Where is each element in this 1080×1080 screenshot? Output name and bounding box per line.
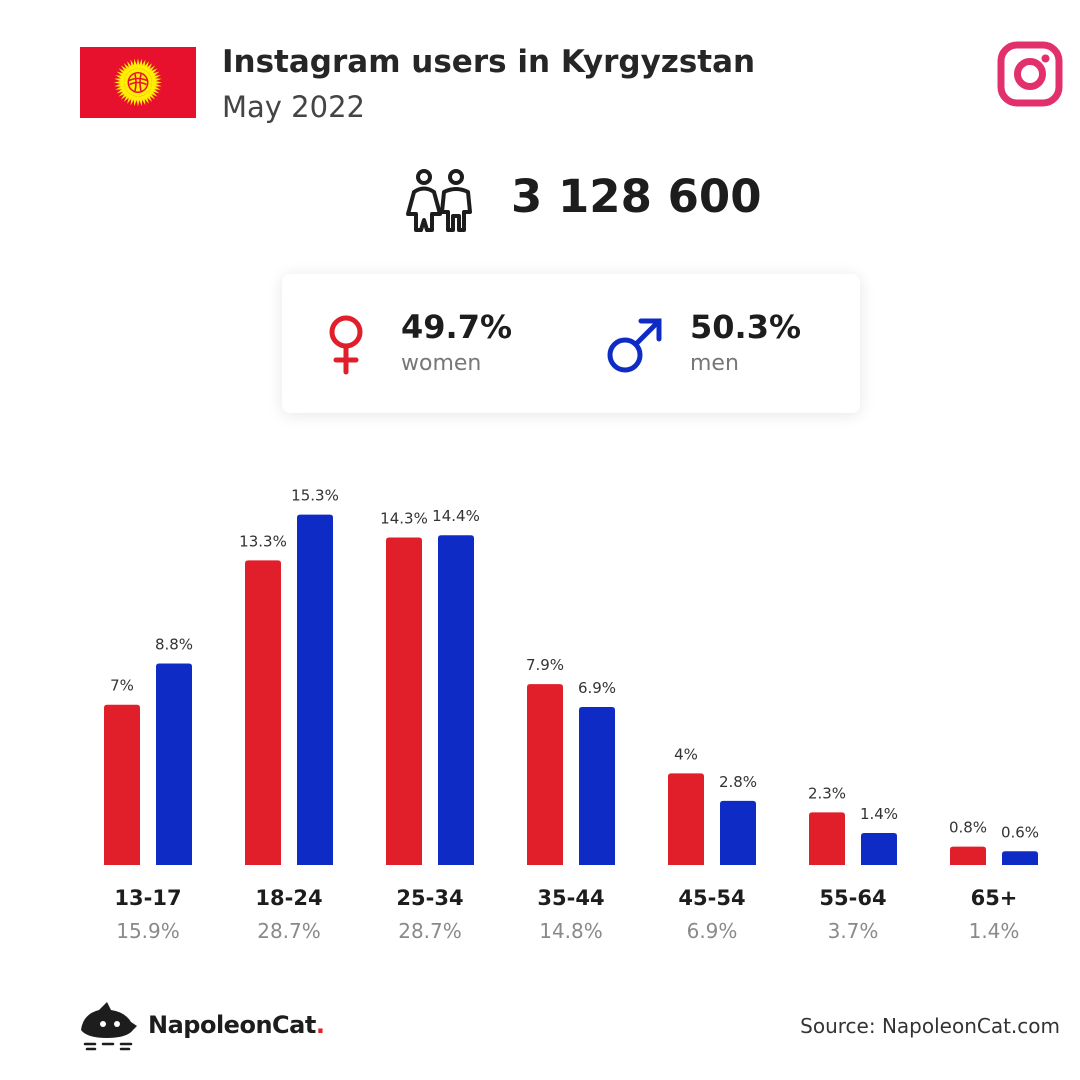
bar-men-25-34 xyxy=(438,535,474,865)
bar-women-45-54 xyxy=(668,773,704,865)
bar-value-label: 8.8% xyxy=(155,635,193,653)
bar-men-18-24 xyxy=(297,514,333,865)
men-percentage: 50.3% xyxy=(690,308,802,346)
bar-value-label: 7% xyxy=(110,677,134,695)
bar-value-label: 0.8% xyxy=(949,819,987,837)
bar-men-65+ xyxy=(1002,851,1038,865)
brand-dot: . xyxy=(315,1011,325,1039)
female-sign-icon xyxy=(329,315,363,375)
people-icon xyxy=(406,169,472,232)
category-label: 18-24 xyxy=(255,886,322,910)
category-label: 45-54 xyxy=(678,886,745,910)
category-label: 25-34 xyxy=(396,886,463,910)
age-gender-bar-chart: 7% 8.8% 13-17 15.9% 13.3% 15.3% 18-24 28.7% 14.3… xyxy=(104,487,1039,943)
source-credit: Source: NapoleonCat.com xyxy=(800,1014,1060,1038)
category-label: 35-44 xyxy=(537,886,604,910)
bar-value-label: 6.9% xyxy=(578,679,616,697)
bar-women-25-34 xyxy=(386,537,422,865)
category-total: 15.9% xyxy=(116,919,180,943)
bar-men-13-17 xyxy=(156,663,192,865)
bar-value-label: 13.3% xyxy=(239,532,287,550)
women-percentage: 49.7% xyxy=(401,308,513,346)
category-total: 28.7% xyxy=(398,919,462,943)
bar-value-label: 7.9% xyxy=(526,656,564,674)
bar-men-35-44 xyxy=(579,706,615,865)
bar-value-label: 1.4% xyxy=(860,805,898,823)
category-total: 14.8% xyxy=(539,919,603,943)
bar-value-label: 15.3% xyxy=(291,487,339,505)
bar-men-55-64 xyxy=(861,832,897,865)
bar-women-65+ xyxy=(950,846,986,865)
women-label: women xyxy=(401,351,482,376)
bar-value-label: 2.8% xyxy=(719,773,757,791)
bar-value-label: 4% xyxy=(674,745,698,763)
category-total: 6.9% xyxy=(687,919,738,943)
bar-men-45-54 xyxy=(720,800,756,865)
page-title: Instagram users in Kyrgyzstan xyxy=(222,44,756,80)
category-label: 65+ xyxy=(971,886,1018,910)
bar-women-18-24 xyxy=(245,560,281,865)
bar-women-35-44 xyxy=(527,684,563,865)
gender-split-card: 49.7% women 50.3% men xyxy=(282,274,860,413)
bar-women-55-64 xyxy=(809,812,845,865)
category-total: 1.4% xyxy=(969,919,1020,943)
instagram-icon xyxy=(997,41,1063,107)
page-subtitle: May 2022 xyxy=(222,90,365,124)
kyrgyzstan-flag-icon xyxy=(80,47,196,118)
bar-women-13-17 xyxy=(104,704,140,865)
category-total: 3.7% xyxy=(828,919,879,943)
napoleoncat-logo-icon xyxy=(81,1002,137,1051)
male-sign-icon xyxy=(607,318,662,373)
bar-value-label: 14.4% xyxy=(432,507,480,525)
bar-value-label: 2.3% xyxy=(808,784,846,802)
bar-value-label: 14.3% xyxy=(380,510,428,528)
men-label: men xyxy=(690,351,739,376)
bar-value-label: 0.6% xyxy=(1001,823,1039,841)
total-users-count: 3 128 600 xyxy=(511,170,762,223)
category-label: 55-64 xyxy=(819,886,886,910)
brand-name: NapoleonCat. xyxy=(148,1011,325,1039)
category-label: 13-17 xyxy=(114,886,181,910)
category-total: 28.7% xyxy=(257,919,321,943)
